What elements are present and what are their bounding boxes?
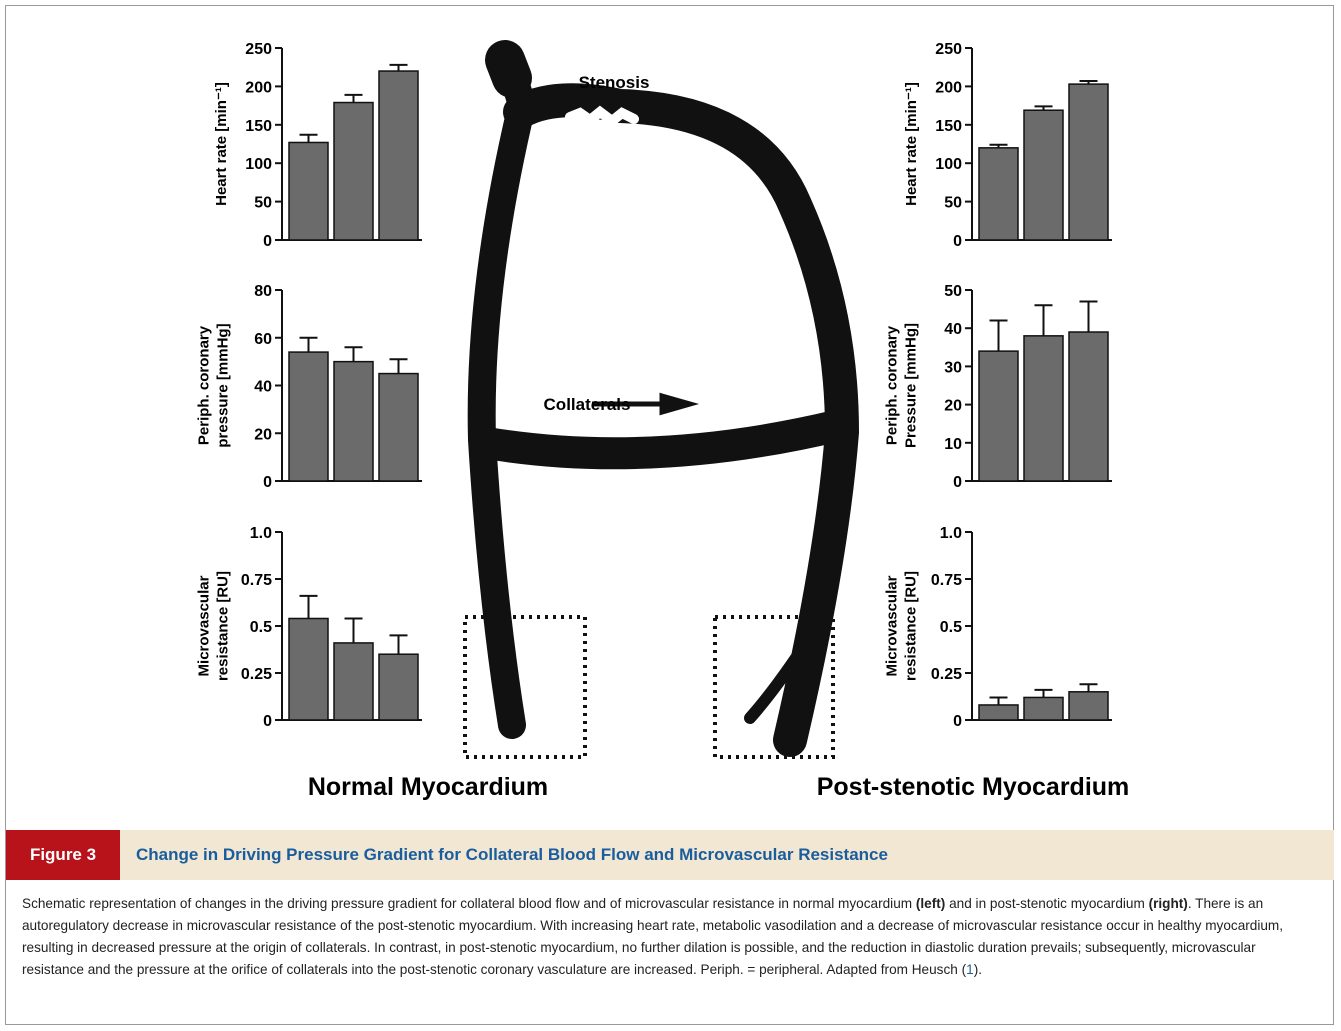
- y-tick-label: 0: [263, 713, 272, 730]
- y-tick-label: 0.75: [931, 572, 962, 589]
- y-tick-label: 0.5: [250, 619, 272, 636]
- bar: [288, 617, 329, 721]
- y-tick-label: 20: [254, 426, 272, 443]
- y-tick-label: 1.0: [940, 525, 962, 542]
- y-tick-label: 40: [944, 321, 962, 338]
- figure-label: Figure 3: [6, 830, 120, 880]
- panel-title: Normal Myocardium: [308, 773, 548, 801]
- y-tick-label: 0: [953, 713, 962, 730]
- bar: [1068, 331, 1109, 482]
- y-axis-label: Heart rate [min⁻¹]: [213, 82, 230, 206]
- y-tick-label: 1.0: [250, 525, 272, 542]
- y-tick-label: 0.75: [241, 572, 272, 589]
- y-axis-label: Pressure [mmHg]: [903, 323, 920, 448]
- y-tick-label: 0: [263, 474, 272, 491]
- arrow: [592, 392, 700, 416]
- y-axis-label: Heart rate [min⁻¹]: [903, 82, 920, 206]
- y-tick-label: 50: [944, 283, 962, 300]
- bar: [1068, 83, 1109, 241]
- bar: [978, 350, 1019, 482]
- y-tick-label: 0.5: [940, 619, 962, 636]
- caption-text: . There is an autoregulatory decrease in…: [22, 896, 1284, 977]
- y-axis-label: resistance [RU]: [215, 571, 232, 681]
- y-axis-label: Microvascular: [884, 575, 901, 676]
- bar: [333, 642, 374, 721]
- caption-text: (right): [1148, 896, 1188, 911]
- y-tick-label: 60: [254, 331, 272, 348]
- y-axis-label: Microvascular: [196, 575, 213, 676]
- bar: [378, 653, 419, 721]
- y-tick-label: 150: [245, 118, 272, 135]
- label: Collaterals: [544, 395, 631, 414]
- dotted-box: [463, 615, 587, 759]
- label: Stenosis: [579, 73, 650, 92]
- caption-text: ).: [973, 962, 983, 977]
- y-tick-label: 250: [245, 41, 272, 58]
- bar: [378, 372, 419, 482]
- y-tick-label: 30: [944, 359, 962, 376]
- caption-text: Schematic representation of changes in t…: [22, 896, 916, 911]
- figure-title: Change in Driving Pressure Gradient for …: [136, 845, 888, 864]
- y-tick-label: 20: [944, 398, 962, 415]
- y-tick-label: 40: [254, 379, 272, 396]
- bar: [1023, 109, 1064, 241]
- caption: Schematic representation of changes in t…: [22, 893, 1312, 981]
- y-tick-label: 50: [944, 195, 962, 212]
- bar: [288, 141, 329, 241]
- y-tick-label: 0: [953, 233, 962, 250]
- y-tick-label: 200: [245, 79, 272, 96]
- caption-text: (left): [915, 896, 946, 911]
- y-tick-label: 10: [944, 436, 962, 453]
- figure-frame: [5, 5, 1334, 1025]
- y-tick-label: 50: [254, 195, 272, 212]
- y-axis-label: Periph. coronary: [884, 325, 901, 445]
- y-tick-label: 150: [935, 118, 962, 135]
- bar: [1023, 696, 1064, 721]
- caption-bar: Figure 3 Change in Driving Pressure Grad…: [6, 830, 1334, 880]
- dotted-box: [713, 615, 835, 759]
- bar: [978, 704, 1019, 721]
- y-tick-label: 100: [935, 156, 962, 173]
- bar: [978, 147, 1019, 241]
- bar: [333, 360, 374, 482]
- bar: [288, 351, 329, 482]
- y-tick-label: 0: [263, 233, 272, 250]
- bar: [1023, 335, 1064, 482]
- panel-title: Post-stenotic Myocardium: [817, 773, 1130, 801]
- bar: [378, 70, 419, 241]
- y-tick-label: 80: [254, 283, 272, 300]
- bar: [333, 101, 374, 241]
- y-tick-label: 0: [953, 474, 962, 491]
- y-tick-label: 0.25: [241, 666, 272, 683]
- y-tick-label: 100: [245, 156, 272, 173]
- y-axis-label: pressure [mmHg]: [215, 323, 232, 447]
- bar: [1068, 691, 1109, 721]
- reference-link[interactable]: 1: [966, 962, 974, 977]
- y-axis-label: Periph. coronary: [196, 325, 213, 445]
- caption-text: and in post-stenotic myocardium: [945, 896, 1149, 911]
- y-tick-label: 200: [935, 79, 962, 96]
- y-tick-label: 250: [935, 41, 962, 58]
- figure: Stenosis Collaterals Normal Myocardium P…: [196, 40, 1130, 801]
- y-tick-label: 0.25: [931, 666, 962, 683]
- y-axis-label: resistance [RU]: [903, 571, 920, 681]
- vessels: [467, 40, 860, 757]
